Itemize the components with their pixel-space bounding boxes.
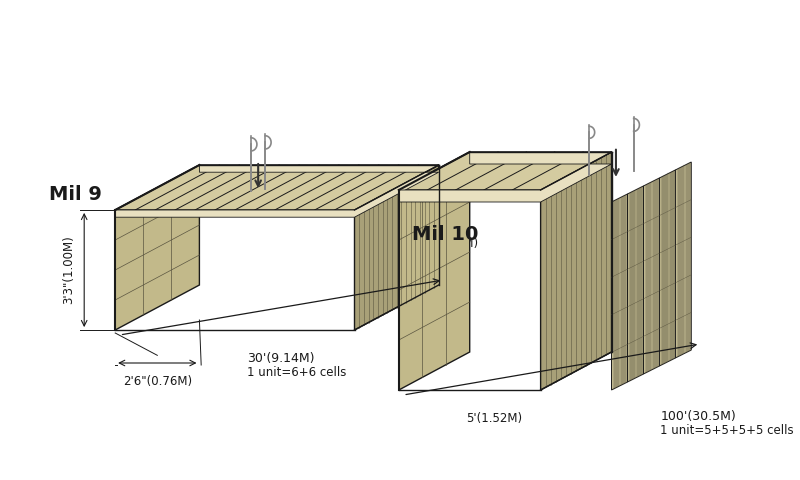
- Text: 4'(1.22M): 4'(1.22M): [443, 168, 499, 181]
- Polygon shape: [643, 178, 659, 374]
- Text: 5'(1.52M): 5'(1.52M): [466, 412, 522, 425]
- Polygon shape: [399, 152, 470, 390]
- Text: Mil 10: Mil 10: [412, 226, 478, 244]
- Text: Mil 9: Mil 9: [49, 185, 102, 204]
- Text: 30'(9.14M): 30'(9.14M): [247, 352, 314, 365]
- Text: 3'3"(1.00M): 3'3"(1.00M): [62, 236, 75, 304]
- Polygon shape: [659, 170, 675, 366]
- Text: 1 unit=5+5+5+5 cells: 1 unit=5+5+5+5 cells: [660, 424, 794, 437]
- Polygon shape: [354, 165, 438, 330]
- Polygon shape: [399, 152, 611, 202]
- Polygon shape: [541, 152, 611, 390]
- Text: 1 unit=6+6 cells: 1 unit=6+6 cells: [247, 366, 346, 379]
- Polygon shape: [675, 162, 691, 358]
- Text: 7'3"(2.21M): 7'3"(2.21M): [410, 237, 478, 250]
- Polygon shape: [627, 186, 643, 382]
- Polygon shape: [115, 165, 199, 330]
- Polygon shape: [399, 152, 611, 190]
- Polygon shape: [611, 194, 627, 390]
- Text: 100'(30.5M): 100'(30.5M): [660, 410, 736, 423]
- Polygon shape: [115, 165, 438, 217]
- Polygon shape: [115, 165, 438, 210]
- Text: 2'6"(0.76M): 2'6"(0.76M): [122, 375, 192, 388]
